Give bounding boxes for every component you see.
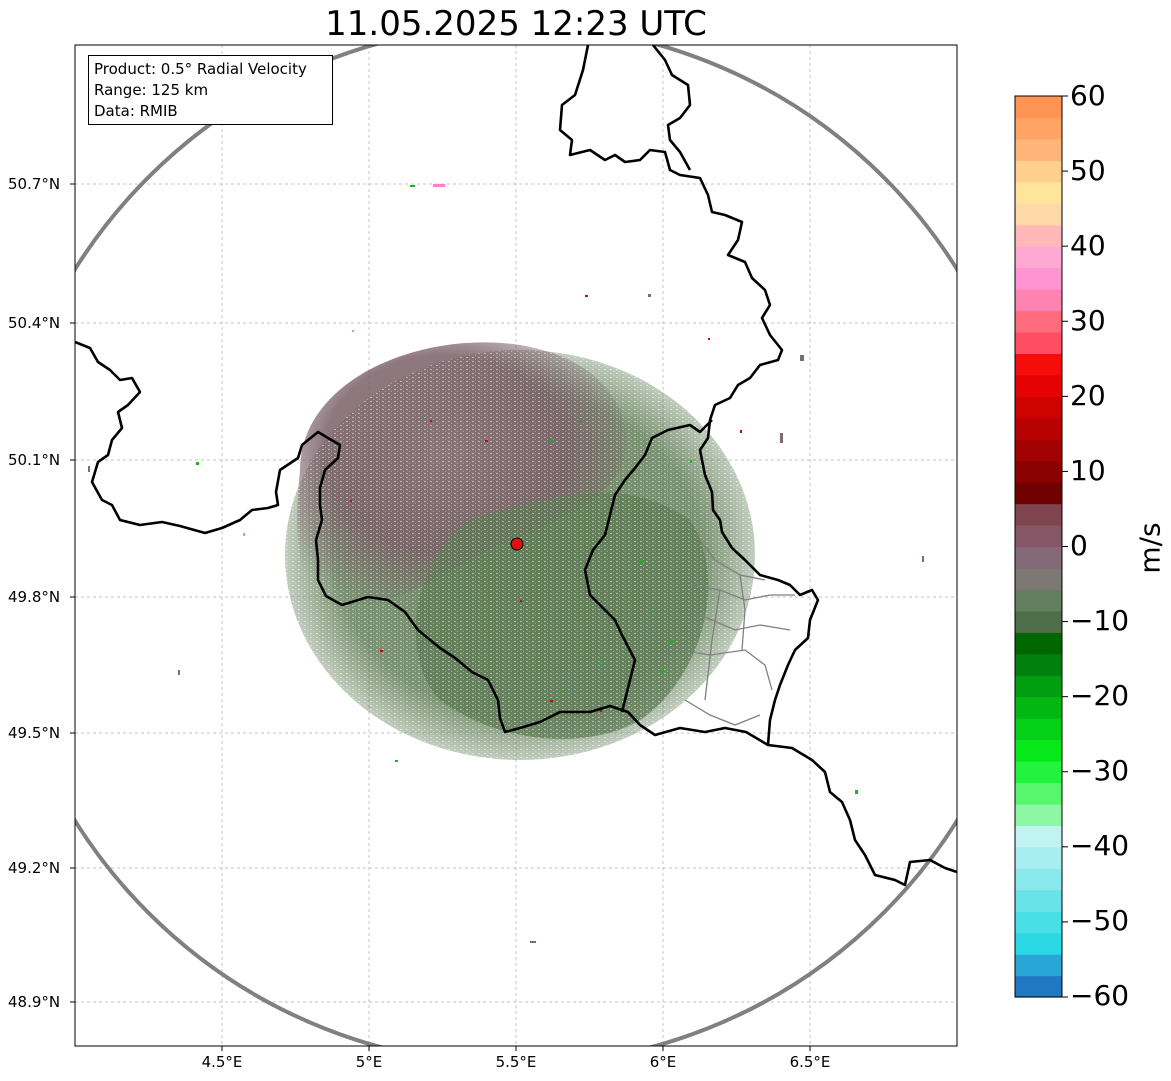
colorbar-segment [1015, 96, 1062, 119]
lon-label-6: 6°E [649, 1053, 677, 1071]
colorbar-segment [1015, 546, 1062, 569]
colorbar-segment [1015, 267, 1062, 290]
lon-label-5-5: 5.5°E [495, 1053, 537, 1071]
colorbar-segment [1015, 632, 1062, 655]
colorbar-unit-label: m/s [1133, 522, 1167, 574]
colorbar-segment [1015, 417, 1062, 440]
colorbar-segment [1015, 331, 1062, 355]
lon-label-4-5: 4.5°E [201, 1053, 243, 1071]
colorbar-tick-label: −50 [1070, 904, 1130, 937]
info-range: Range: 125 km [94, 81, 209, 99]
colorbar-segment [1015, 353, 1062, 376]
lat-label-49-5: 49.5°N [8, 724, 61, 742]
colorbar-tick-label: −20 [1070, 679, 1130, 712]
info-box: Product: 0.5° Radial Velocity Range: 125… [88, 55, 333, 125]
colorbar-segment [1015, 525, 1062, 548]
colorbar-segment [1015, 653, 1062, 676]
colorbar-segment [1015, 932, 1062, 955]
colorbar-segment [1015, 460, 1062, 483]
colorbar-segment [1015, 482, 1062, 505]
colorbar-segment [1015, 954, 1062, 977]
colorbar-tick-label: 30 [1070, 304, 1106, 337]
colorbar-segment [1015, 975, 1062, 998]
colorbar-tick-label: −40 [1070, 829, 1130, 862]
colorbar-segment [1015, 589, 1062, 612]
colorbar-segment [1015, 610, 1062, 633]
lat-label-49-2: 49.2°N [8, 859, 61, 877]
lat-label-49-8: 49.8°N [8, 588, 61, 606]
country-borders [75, 45, 957, 887]
colorbar-segment [1015, 675, 1062, 698]
colorbar-segment [1015, 224, 1062, 247]
colorbar-tick-label: 50 [1070, 154, 1106, 187]
colorbar-tick-label: −10 [1070, 604, 1130, 637]
colorbar-segment [1015, 396, 1062, 419]
colorbar-tick-label: 0 [1070, 529, 1088, 562]
colorbar-segment [1015, 846, 1062, 869]
lat-label-50-4: 50.4°N [8, 314, 61, 332]
colorbar-ticks [1062, 95, 1068, 998]
colorbar-segment [1015, 567, 1062, 591]
info-data-source: Data: RMIB [94, 102, 178, 120]
colorbar-segment [1015, 739, 1062, 762]
radar-site-marker [510, 537, 524, 551]
colorbar-segment [1015, 203, 1062, 226]
colorbar-segment [1015, 117, 1062, 140]
colorbar [1015, 96, 1062, 998]
lon-label-6-5: 6.5°E [789, 1053, 831, 1071]
colorbar-segment [1015, 310, 1062, 333]
colorbar-segment [1015, 825, 1062, 848]
colorbar-segment [1015, 374, 1062, 397]
colorbar-segment [1015, 181, 1062, 204]
lat-label-50-7: 50.7°N [8, 175, 61, 193]
colorbar-tick-label: 10 [1070, 454, 1106, 487]
colorbar-segment [1015, 803, 1062, 826]
lat-label-48-9: 48.9°N [8, 993, 61, 1011]
colorbar-segment [1015, 160, 1062, 183]
colorbar-segment [1015, 718, 1062, 741]
colorbar-tick-label: 60 [1070, 79, 1106, 112]
colorbar-segment [1015, 889, 1062, 912]
colorbar-segment [1015, 503, 1062, 526]
colorbar-segment [1015, 439, 1062, 462]
colorbar-segment [1015, 246, 1062, 269]
colorbar-segment [1015, 911, 1062, 934]
colorbar-tick-label: −30 [1070, 754, 1130, 787]
info-product: Product: 0.5° Radial Velocity [94, 60, 307, 78]
colorbar-segment [1015, 696, 1062, 719]
colorbar-segment [1015, 761, 1062, 784]
colorbar-segment [1015, 782, 1062, 805]
colorbar-segment [1015, 289, 1062, 312]
lon-label-5: 5°E [355, 1053, 383, 1071]
colorbar-segment [1015, 138, 1062, 161]
colorbar-tick-label: 40 [1070, 229, 1106, 262]
axis-ticks [70, 183, 811, 1051]
lat-label-50-1: 50.1°N [8, 451, 61, 469]
radar-echoes [88, 184, 924, 943]
colorbar-tick-label: 20 [1070, 379, 1106, 412]
admin-borders [679, 539, 795, 726]
colorbar-tick-label: −60 [1070, 979, 1130, 1012]
map-title: 11.05.2025 12:23 UTC [325, 4, 707, 44]
colorbar-segment [1015, 868, 1062, 891]
